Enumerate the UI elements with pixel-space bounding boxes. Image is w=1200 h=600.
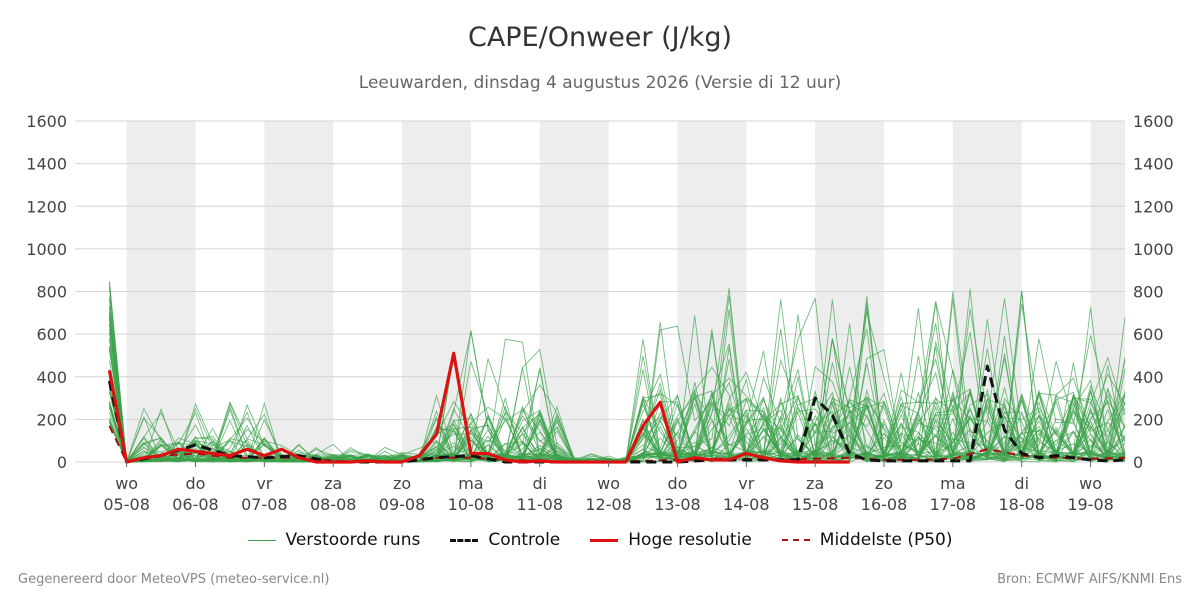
x-tick-day-5: ma: [458, 474, 483, 493]
x-tick-date-1: 06-08: [172, 495, 219, 514]
y-tick-right-400: 400: [1133, 368, 1164, 387]
legend-item-high-res[interactable]: Hoge resolutie: [590, 530, 752, 550]
x-tick-day-6: di: [532, 474, 547, 493]
y-tick-left-1600: 1600: [26, 112, 67, 131]
footer-source: Bron: ECMWF AIFS/KNMI Ens: [997, 572, 1182, 587]
x-tick-date-2: 07-08: [241, 495, 288, 514]
x-tick-date-7: 12-08: [585, 495, 632, 514]
y-tick-left-1200: 1200: [26, 197, 67, 216]
y-tick-right-0: 0: [1133, 453, 1143, 472]
x-tick-date-5: 10-08: [448, 495, 495, 514]
legend-label-perturbed: Verstoorde runs: [285, 530, 421, 550]
series-line-hoge-resolutie: [107, 351, 850, 464]
x-tick-date-8: 13-08: [654, 495, 701, 514]
x-tick-date-10: 15-08: [792, 495, 839, 514]
legend-swatch-high-res: [590, 538, 619, 542]
x-tick-date-9: 14-08: [723, 495, 770, 514]
y-tick-left-600: 600: [36, 325, 67, 344]
y-tick-right-1400: 1400: [1133, 155, 1174, 174]
y-tick-left-200: 200: [36, 410, 67, 429]
x-tick-date-13: 18-08: [998, 495, 1045, 514]
legend-swatch-perturbed: [247, 539, 276, 541]
y-tick-left-1000: 1000: [26, 240, 67, 259]
y-tick-left-1400: 1400: [26, 155, 67, 174]
x-tick-day-7: wo: [597, 474, 620, 493]
x-tick-date-11: 16-08: [861, 495, 908, 514]
legend-swatch-median: [781, 539, 810, 541]
x-tick-day-11: zo: [875, 474, 893, 493]
x-tick-day-14: wo: [1079, 474, 1102, 493]
legend-item-control[interactable]: Controle: [450, 530, 560, 550]
x-tick-date-14: 19-08: [1067, 495, 1114, 514]
y-tick-right-1000: 1000: [1133, 240, 1174, 259]
x-tick-day-2: vr: [256, 474, 272, 493]
chart-legend: Verstoorde runs Controle Hoge resolutie …: [0, 530, 1200, 550]
legend-label-control: Controle: [488, 530, 561, 550]
y-tick-right-1200: 1200: [1133, 197, 1174, 216]
y-tick-left-400: 400: [36, 368, 67, 387]
y-tick-right-600: 600: [1133, 325, 1164, 344]
x-tick-date-3: 08-08: [310, 495, 357, 514]
x-tick-day-13: di: [1014, 474, 1029, 493]
x-tick-day-10: za: [806, 474, 824, 493]
footer-credit: Gegenereerd door MeteoVPS (meteo-service…: [18, 572, 330, 587]
x-tick-day-3: za: [324, 474, 342, 493]
x-tick-day-0: wo: [115, 474, 138, 493]
legend-item-median[interactable]: Middelste (P50): [781, 530, 953, 550]
x-tick-date-6: 11-08: [517, 495, 564, 514]
x-tick-day-9: vr: [738, 474, 754, 493]
x-tick-day-8: do: [667, 474, 687, 493]
x-tick-date-12: 17-08: [930, 495, 977, 514]
x-tick-day-12: ma: [940, 474, 965, 493]
chart-subtitle: Leeuwarden, dinsdag 4 augustus 2026 (Ver…: [358, 73, 842, 93]
y-tick-right-200: 200: [1133, 410, 1164, 429]
x-tick-date-0: 05-08: [103, 495, 150, 514]
x-tick-day-1: do: [186, 474, 206, 493]
legend-label-high-res: Hoge resolutie: [628, 530, 752, 550]
y-tick-right-1600: 1600: [1133, 112, 1174, 131]
chart-title: CAPE/Onweer (J/kg): [467, 22, 732, 53]
y-tick-left-0: 0: [57, 453, 67, 472]
legend-item-perturbed[interactable]: Verstoorde runs: [247, 530, 421, 550]
x-tick-day-4: zo: [393, 474, 411, 493]
y-tick-left-800: 800: [36, 283, 67, 302]
legend-label-median: Middelste (P50): [819, 530, 953, 550]
y-tick-right-800: 800: [1133, 283, 1164, 302]
x-tick-date-4: 09-08: [379, 495, 426, 514]
legend-swatch-control: [450, 538, 479, 542]
